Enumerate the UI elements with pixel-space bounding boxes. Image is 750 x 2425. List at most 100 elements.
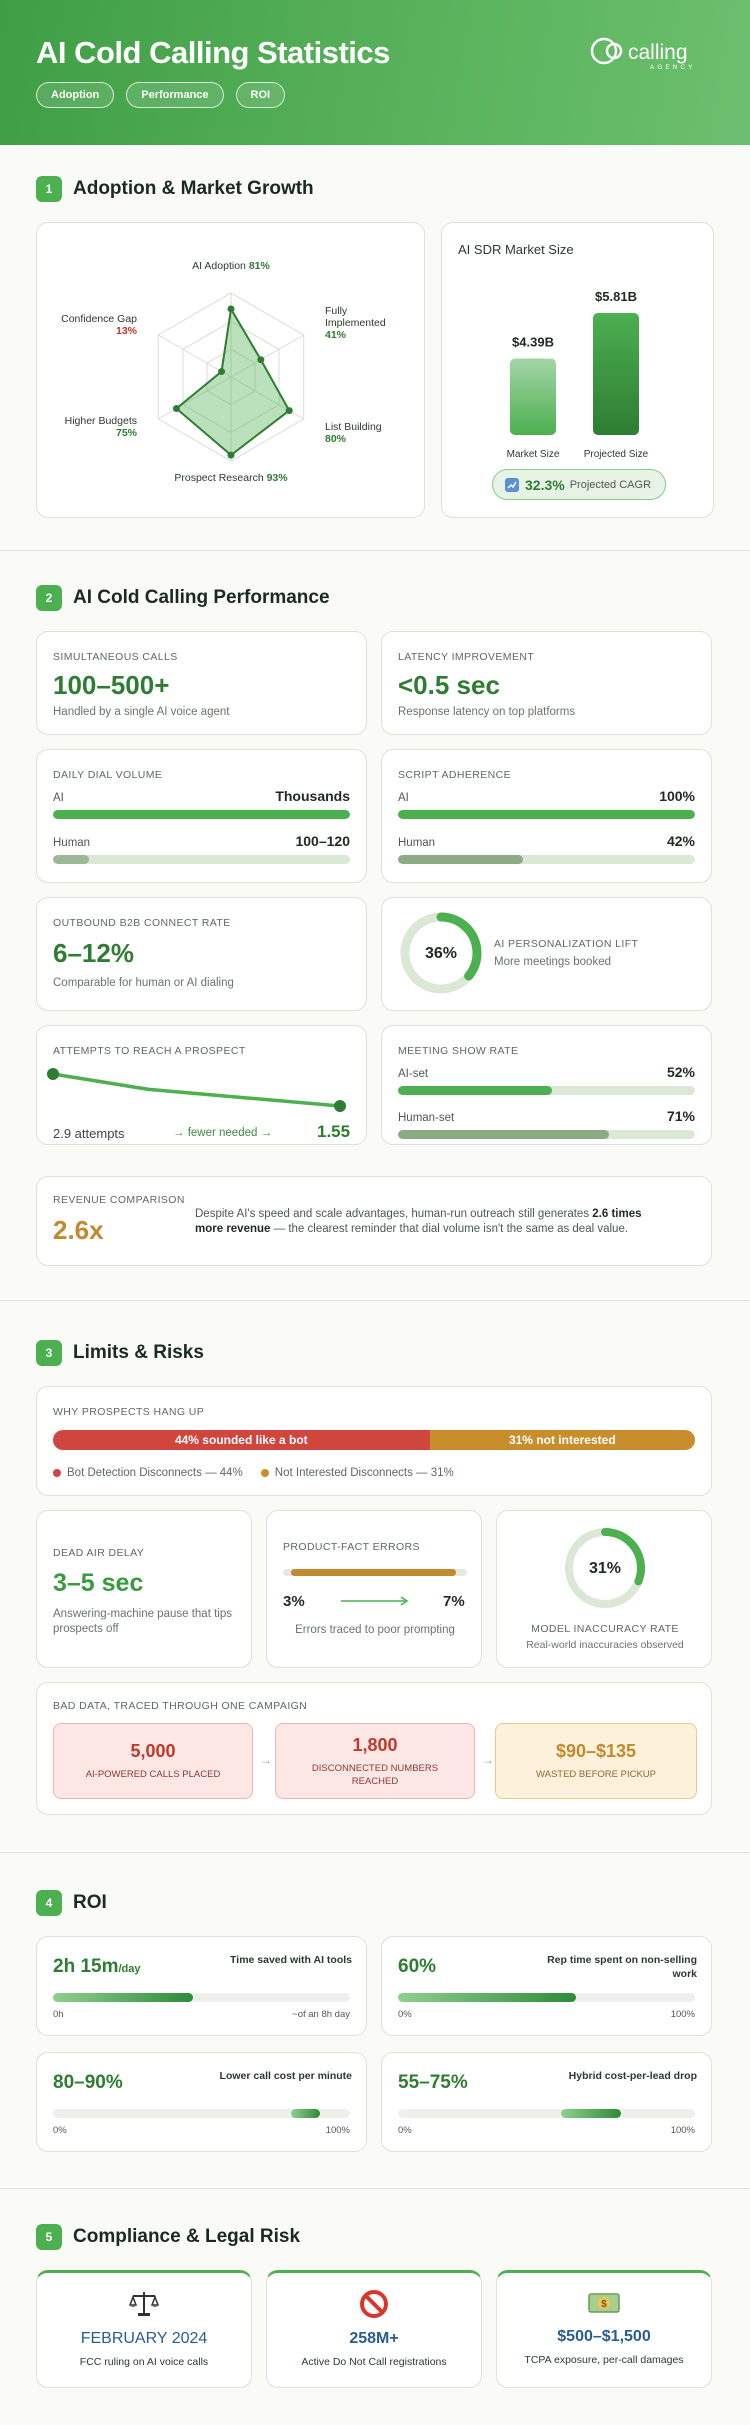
market-bar-value: $4.39B: [512, 334, 554, 349]
cagr-label: Projected CAGR: [569, 478, 652, 491]
radar-point: [285, 407, 293, 415]
legend-bot: Bot Detection Disconnects — 44%: [67, 1467, 243, 1479]
human-value: 100–120: [295, 833, 350, 849]
card-label: PRODUCT-FACT ERRORS: [283, 1541, 420, 1553]
roi-desc: Time saved with AI tools: [230, 1954, 352, 1966]
card-text: Active Do Not Call registrations: [301, 2356, 447, 2368]
bot-detection-segment: 44% sounded like a bot: [53, 1430, 430, 1450]
radar-label: Higher Budgets 75%: [65, 415, 138, 439]
arrow-right-icon: →: [482, 1753, 494, 1767]
roi-right: 100%: [670, 2009, 695, 2020]
card-label: WHY PROSPECTS HANG UP: [53, 1406, 205, 1418]
svg-text:31%: 31%: [589, 1560, 621, 1577]
card-sub: Response latency on top platforms: [398, 706, 576, 718]
radar-axis: [158, 376, 232, 420]
radar-axis: [230, 334, 304, 378]
fact-from: 3%: [283, 1593, 305, 1610]
fcc-ruling-card: FEBRUARY 2024 FCC ruling on AI voice cal…: [36, 2270, 252, 2388]
meeting-show-rate-card: MEETING SHOW RATE AI-set 52% Human-set 7…: [381, 1025, 712, 1145]
radar-point: [227, 451, 235, 459]
market-size-bar-chart: $4.39B Market Size $5.81B Projected Size: [507, 289, 649, 460]
cagr-value: 32.3%: [525, 476, 565, 493]
card-value: 6–12%: [53, 938, 134, 968]
dead-air-card: DEAD AIR DELAY 3–5 sec Answering-machine…: [36, 1510, 252, 1668]
card-text: FCC ruling on AI voice calls: [79, 2356, 209, 2368]
radar-area: [174, 306, 291, 457]
card-sub: Comparable for human or AI dialing: [53, 977, 234, 989]
attempts-card: ATTEMPTS TO REACH A PROSPECT 2.9 attempt…: [36, 1025, 367, 1145]
roi-card: 80–90% Lower call cost per minute 0% 100…: [36, 2052, 367, 2152]
roi-desc: Rep time spent on non-selling work: [547, 1954, 697, 1980]
ai-bar: [53, 810, 350, 819]
legend-not-interested: Not Interested Disconnects — 31%: [274, 1467, 454, 1479]
ai-label: AI-set: [398, 1068, 429, 1080]
personalization-donut: 36%: [400, 912, 482, 994]
card-label: DEAD AIR DELAY: [53, 1547, 145, 1559]
card-label: REVENUE COMPARISON: [53, 1194, 185, 1206]
card-label: MEETING SHOW RATE: [398, 1045, 519, 1057]
card-label: SIMULTANEOUS CALLS: [53, 651, 178, 663]
page-title: AI Cold Calling Statistics: [36, 35, 390, 70]
ai-bar: [398, 810, 695, 819]
card-label: BAD DATA, TRACED THROUGH ONE CAMPAIGN: [53, 1700, 308, 1712]
header-banner: AI Cold Calling Statistics Adoption Perf…: [0, 0, 750, 145]
arrow-right-icon: →: [260, 1753, 272, 1767]
card-label: DAILY DIAL VOLUME: [53, 769, 163, 781]
card-label: LATENCY IMPROVEMENT: [398, 651, 535, 663]
roi-card: 60% Rep time spent on non-selling work 0…: [381, 1936, 712, 2036]
connect-rate-card: OUTBOUND B2B CONNECT RATE 6–12% Comparab…: [36, 897, 367, 1011]
radar-label: Confidence Gap 13%: [61, 313, 138, 337]
radar-label: AI Adoption 81%: [192, 260, 270, 272]
tag-performance[interactable]: Performance: [126, 82, 224, 108]
section-number: 1: [36, 176, 62, 202]
cagr-pill: 32.3% Projected CAGR: [492, 469, 667, 500]
card-value: 2.6x: [53, 1215, 104, 1245]
attempts-end-point: [334, 1100, 346, 1112]
card-value: FEBRUARY 2024: [80, 2330, 208, 2347]
section-title: AI Cold Calling Performance: [73, 587, 330, 608]
fact-error-bar: [283, 1569, 467, 1576]
calling-agency-logo: calling AGENCY: [590, 37, 692, 71]
radar-point: [218, 368, 226, 376]
money-icon: $: [588, 2293, 620, 2313]
section-1-heading: 1 Adoption & Market Growth: [36, 176, 314, 202]
ai-label: AI: [53, 792, 64, 804]
model-inaccuracy-donut: 31%: [565, 1528, 645, 1608]
card-value: 258M+: [349, 2330, 399, 2347]
section-title: Adoption & Market Growth: [73, 178, 314, 199]
revenue-text: Despite AI's speed and scale advantages,…: [195, 1208, 642, 1235]
section-4-heading: 4 ROI: [36, 1890, 107, 1916]
card-text: TCPA exposure, per-call damages: [524, 2354, 684, 2366]
roi-left: 0%: [53, 2125, 67, 2136]
section-number: 3: [36, 1340, 62, 1366]
svg-text:36%: 36%: [425, 945, 457, 962]
ai-bar: [398, 1086, 695, 1095]
market-bar-label: Projected Size: [584, 449, 649, 460]
section-title: Compliance & Legal Risk: [73, 2226, 301, 2247]
roi-right: ~of an 8h day: [292, 2009, 350, 2020]
wasted-cost-box: $90–$135 WASTED BEFORE PICKUP: [495, 1723, 697, 1799]
roi-value: 55–75%: [398, 2072, 468, 2093]
roi-card: 2h 15m/day Time saved with AI tools 0h ~…: [36, 1936, 367, 2036]
fact-to: 7%: [443, 1593, 465, 1610]
svg-text:$: $: [601, 2299, 607, 2310]
daily-dial-volume-card: DAILY DIAL VOLUME AI Thousands Human 100…: [36, 749, 367, 883]
roi-left: 0%: [398, 2125, 412, 2136]
roi-desc: Lower call cost per minute: [219, 2070, 352, 2082]
human-label: Human: [53, 837, 91, 849]
roi-bar: [53, 2109, 350, 2118]
personalization-card: 36% AI PERSONALIZATION LIFT More meeting…: [381, 897, 712, 1011]
chart-up-icon: [505, 477, 519, 492]
human-bar: [398, 855, 695, 864]
hang-up-card: WHY PROSPECTS HANG UP 44% sounded like a…: [36, 1386, 712, 1496]
script-adherence-card: SCRIPT ADHERENCE AI 100% Human 42%: [381, 749, 712, 883]
roi-card: 55–75% Hybrid cost-per-lead drop 0% 100%: [381, 2052, 712, 2152]
svg-text:calling: calling: [628, 41, 688, 64]
card-value: $500–$1,500: [557, 2328, 651, 2345]
radar-chart-card: AI Adoption 81% Fully Implemented 41% List B…: [36, 222, 425, 518]
dnc-card: 258M+ Active Do Not Call registrations: [266, 2270, 482, 2388]
tag-adoption[interactable]: Adoption: [36, 82, 115, 108]
card-value: 100–500+: [53, 670, 170, 700]
roi-left: 0%: [398, 2009, 412, 2020]
tag-roi[interactable]: ROI: [235, 82, 286, 108]
